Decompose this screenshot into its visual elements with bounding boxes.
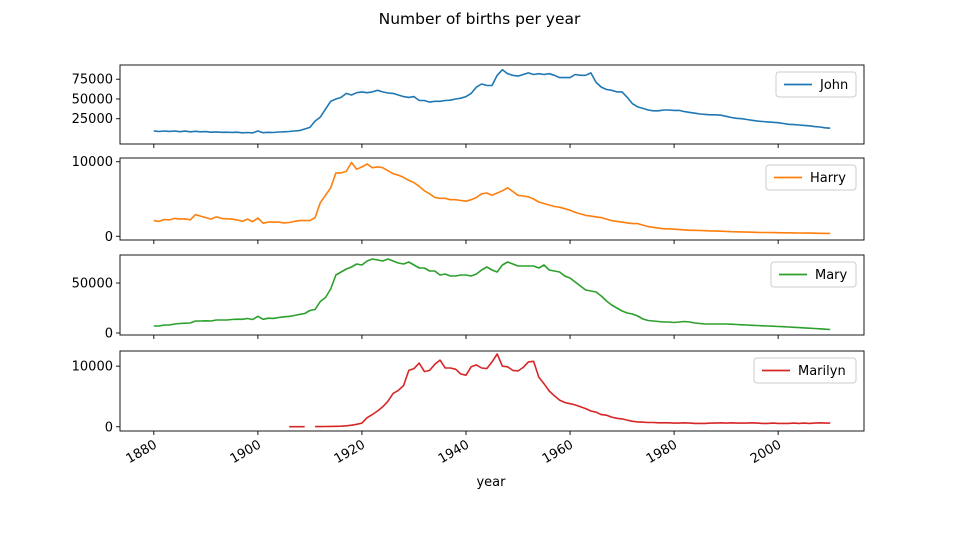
x-tick-label: 1940 <box>436 437 472 467</box>
legend-label: Harry <box>810 171 846 186</box>
panel-marilyn: 0 10000 Marilyn <box>72 350 865 435</box>
legend-john: John <box>775 71 857 98</box>
legend-mary: Mary <box>770 261 857 288</box>
legend-marilyn: Marilyn <box>753 357 857 384</box>
legend-harry: Harry <box>765 164 857 191</box>
panel-mary: 0 50000 Mary <box>72 254 865 342</box>
axes-frame <box>119 350 865 432</box>
panel-harry: 0 10000 Harry <box>72 155 865 245</box>
legend-label: John <box>819 78 848 93</box>
legend-box <box>770 261 857 288</box>
series-line-mary <box>153 258 831 331</box>
axes-frame <box>119 157 865 241</box>
legend-box <box>753 357 857 384</box>
panels: 25000 50000 75000 John 0 10000 Harry 0 50000 Mary… <box>72 64 865 435</box>
series-line-marilyn <box>289 353 831 428</box>
x-tick-label: 1880 <box>124 437 160 467</box>
y-tick-label: 10000 <box>72 155 113 170</box>
y-tick-label: 0 <box>105 230 113 245</box>
legend-label: Marilyn <box>798 364 846 379</box>
y-tick-label: 50000 <box>72 277 113 292</box>
x-tick-label: 1920 <box>332 437 368 467</box>
series-line-harry <box>153 161 831 235</box>
y-tick-label: 75000 <box>72 73 113 88</box>
panel-john: 25000 50000 75000 John <box>72 64 865 148</box>
chart-title: Number of births per year <box>379 10 581 28</box>
x-axis-label: year <box>476 475 506 490</box>
x-tick-label: 1900 <box>228 437 264 467</box>
x-axis: 1880 1900 1920 1940 1960 1980 2000 <box>124 437 784 467</box>
y-tick-label: 0 <box>105 420 113 435</box>
y-tick-label: 10000 <box>72 360 113 375</box>
y-tick-label: 50000 <box>72 92 113 107</box>
x-tick-label: 1980 <box>644 437 680 467</box>
legend-box <box>765 164 857 191</box>
legend-box <box>775 71 857 98</box>
y-tick-label: 0 <box>105 327 113 342</box>
axes-frame <box>119 64 865 145</box>
axes-frame <box>119 254 865 336</box>
legend-label: Mary <box>815 268 848 283</box>
x-tick-label: 1960 <box>540 437 576 467</box>
series-line-john <box>153 68 831 134</box>
y-tick-label: 25000 <box>72 112 113 127</box>
x-tick-label: 2000 <box>748 437 784 467</box>
